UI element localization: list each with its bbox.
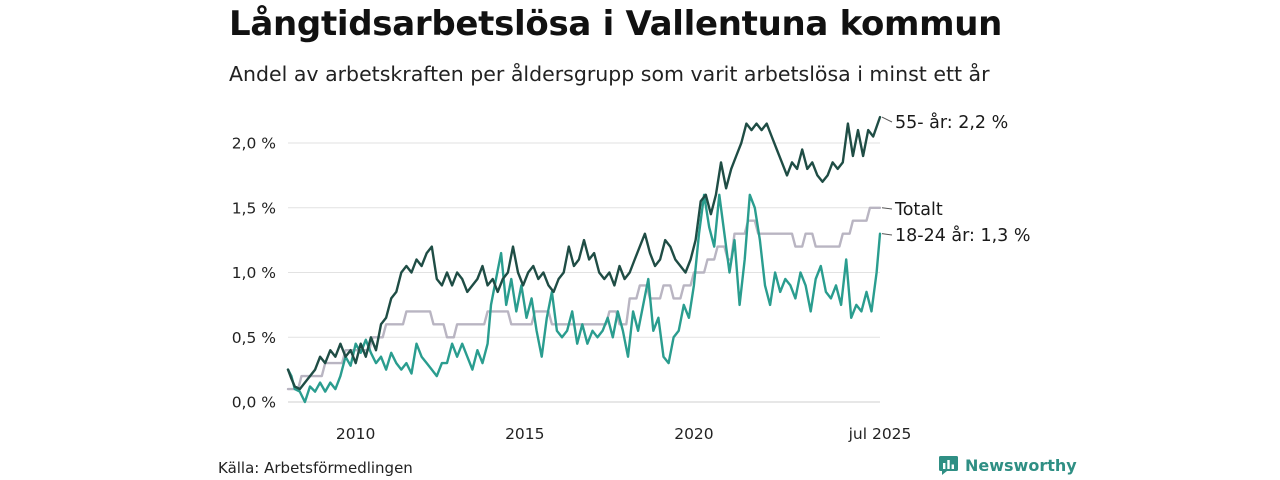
y-tick-label: 0,0 % xyxy=(232,394,276,412)
series-end-label: 18-24 år: 1,3 % xyxy=(895,225,1031,246)
chart-title: Långtidsarbetslösa i Vallentuna kommun xyxy=(229,4,1003,44)
label-connector xyxy=(881,207,893,210)
y-tick-label: 1,0 % xyxy=(232,264,276,282)
series-line-totalt xyxy=(286,206,882,391)
series-line-age_18_24 xyxy=(286,193,882,404)
x-tick-label: 2010 xyxy=(336,425,375,443)
series-end-label: 55- år: 2,2 % xyxy=(895,112,1008,133)
x-tick-label: 2015 xyxy=(505,425,544,443)
chart-subtitle: Andel av arbetskraften per åldersgrupp s… xyxy=(229,62,990,86)
line-chart: 0,0 % 0,5 % 1,0 % 1,5 % 2,0 % 2010 2015 2020 jul… xyxy=(232,112,1031,443)
series-end-label: Totalt xyxy=(894,200,943,220)
x-tick-label: jul 2025 xyxy=(848,425,912,443)
y-tick-label: 0,5 % xyxy=(232,329,276,347)
y-tick-label: 1,5 % xyxy=(232,199,276,217)
series-line-age_55 xyxy=(286,115,882,391)
brand-name: Newsworthy xyxy=(965,456,1077,475)
brand-logo: Newsworthy xyxy=(939,456,1077,475)
y-tick-label: 2,0 % xyxy=(232,135,276,153)
label-connector xyxy=(881,233,893,236)
x-tick-label: 2020 xyxy=(674,425,713,443)
label-connector xyxy=(881,116,893,123)
source-note: Källa: Arbetsförmedlingen xyxy=(218,459,413,477)
bar-chart-icon xyxy=(939,456,958,475)
